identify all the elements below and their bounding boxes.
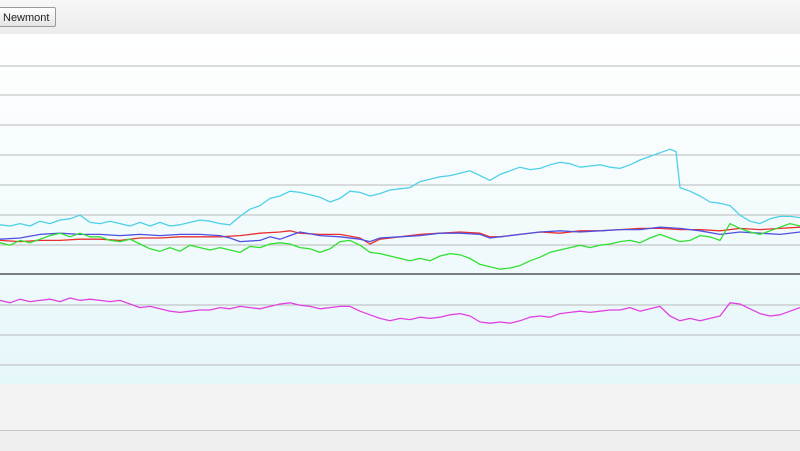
chart-scroll-strip — [0, 430, 800, 451]
series-line-3 — [0, 222, 800, 270]
series-line-2 — [0, 226, 800, 243]
legend-toggle-button[interactable]: Newmont — [0, 7, 57, 27]
series-line-4 — [0, 297, 800, 324]
chart-toolbar: Newmont — [0, 0, 800, 34]
series-line-0 — [0, 148, 800, 227]
line-chart: May 24Jun 24Jul 24Aug 24Sep 24Oct 24Nov … — [0, 65, 800, 366]
chart-plot-area: May 24Jun 24Jul 24Aug 24Sep 24Oct 24Nov … — [0, 34, 800, 384]
